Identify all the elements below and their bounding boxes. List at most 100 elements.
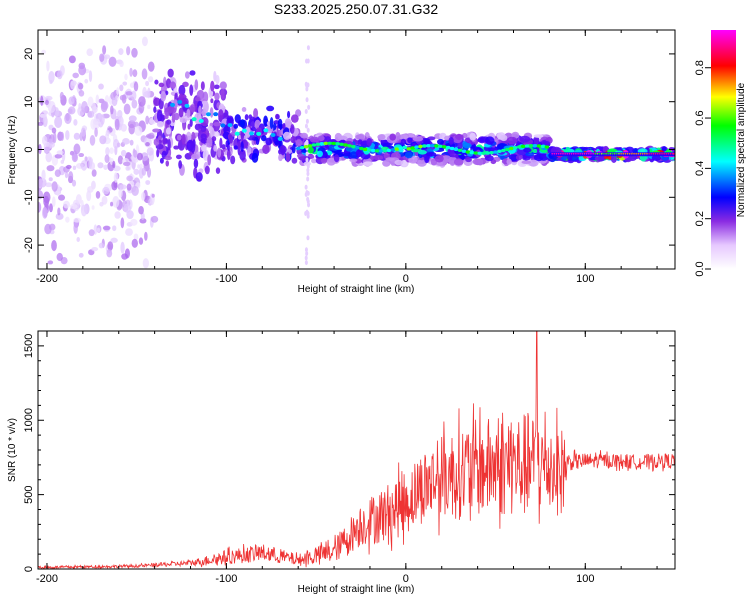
heatmap-cell <box>122 138 130 145</box>
heatmap-cell <box>65 216 70 223</box>
heatmap-cell <box>260 135 267 142</box>
heatmap-cell <box>331 141 337 146</box>
heatmap-cell <box>108 56 117 67</box>
heatmap-cell <box>412 136 424 142</box>
heatmap-cell <box>465 150 471 154</box>
heatmap-cell <box>220 89 225 100</box>
heatmap-cell <box>240 141 244 153</box>
heatmap-cell <box>100 114 105 126</box>
heatmap-cell <box>71 152 79 163</box>
heatmap-cell <box>119 84 124 92</box>
spectrogram-heatmap <box>38 36 675 269</box>
heatmap-cell <box>64 113 72 125</box>
heatmap-cell <box>337 135 348 140</box>
heatmap-cell <box>133 233 139 241</box>
y-tick-label: -10 <box>23 189 35 205</box>
heatmap-cell <box>306 190 310 196</box>
heatmap-cell <box>48 177 53 182</box>
heatmap-cell <box>304 255 308 261</box>
heatmap-cell <box>141 191 146 201</box>
heatmap-cell <box>309 136 320 143</box>
heatmap-cell <box>106 249 113 258</box>
heatmap-cell <box>205 112 211 117</box>
heatmap-cell <box>178 160 183 169</box>
heatmap-cell <box>88 229 95 237</box>
heatmap-cell <box>164 155 172 161</box>
heatmap-cell <box>184 71 190 79</box>
heatmap-cell <box>80 127 86 137</box>
heatmap-cell <box>382 142 390 148</box>
heatmap-cell <box>137 164 141 169</box>
heatmap-cell <box>209 107 214 118</box>
x-tick-label: -100 <box>215 573 237 585</box>
heatmap-cell <box>311 158 318 164</box>
heatmap-cell <box>283 131 291 140</box>
heatmap-cell <box>217 147 222 158</box>
heatmap-cell <box>509 146 514 151</box>
heatmap-cell <box>198 105 202 116</box>
heatmap-cell <box>497 149 502 153</box>
heatmap-cell <box>104 154 110 164</box>
heatmap-cell <box>366 148 372 152</box>
heatmap-cell <box>382 149 388 153</box>
heatmap-cell <box>138 205 144 215</box>
heatmap-cell <box>151 193 155 198</box>
heatmap-cell <box>126 175 133 182</box>
heatmap-cell <box>139 163 143 169</box>
heatmap-cell <box>39 177 47 188</box>
heatmap-cell <box>120 149 127 157</box>
heatmap-cell <box>58 194 66 201</box>
heatmap-cell <box>45 182 53 188</box>
heatmap-cell <box>484 155 494 162</box>
heatmap-cell <box>126 46 131 56</box>
heatmap-cell <box>528 159 539 167</box>
heatmap-cell <box>323 141 329 146</box>
heatmap-cell <box>207 125 213 132</box>
heatmap-cell <box>394 159 403 166</box>
heatmap-cell <box>56 150 64 155</box>
heatmap-cell <box>207 154 212 166</box>
heatmap-cell <box>156 109 163 122</box>
heatmap-cell <box>481 151 487 156</box>
heatmap-cell <box>88 157 92 170</box>
heatmap-cell <box>91 205 95 210</box>
y-tick-label: 10 <box>23 96 35 108</box>
heatmap-cell <box>57 207 61 216</box>
heatmap-cell <box>406 147 412 151</box>
heatmap-cell <box>278 153 283 162</box>
heatmap-cell <box>228 134 234 144</box>
heatmap-cell <box>133 81 139 92</box>
heatmap-cell <box>326 157 336 166</box>
heatmap-cell <box>523 147 532 153</box>
heatmap-cell <box>80 204 88 217</box>
heatmap-cell <box>241 128 247 133</box>
heatmap-cell <box>70 80 76 90</box>
heatmap-cell <box>91 246 99 252</box>
heatmap-cell <box>44 223 52 235</box>
colorbar-tick-label: 0.6 <box>694 110 706 125</box>
heatmap-cell <box>239 119 246 128</box>
heatmap-cell <box>305 141 309 147</box>
heatmap-cell <box>174 92 178 101</box>
heatmap-cell <box>457 148 463 153</box>
heatmap-cell <box>177 99 183 104</box>
heatmap-cell <box>99 53 105 63</box>
heatmap-cell <box>72 165 77 171</box>
heatmap-cell <box>378 149 384 153</box>
heatmap-cell <box>287 110 291 119</box>
heatmap-cell <box>109 147 114 154</box>
heatmap-cell <box>233 123 239 129</box>
heatmap-cell <box>128 115 137 122</box>
heatmap-cell <box>333 154 340 163</box>
heatmap-cell <box>335 142 340 146</box>
heatmap-cell <box>42 206 48 219</box>
heatmap-cell <box>355 145 360 150</box>
colorbar-label: Normalized spectral amplitude <box>736 82 747 217</box>
heatmap-cell <box>69 204 78 210</box>
heatmap-cell <box>111 97 118 107</box>
heatmap-cell <box>189 118 193 127</box>
heatmap-cell <box>610 154 617 163</box>
heatmap-cell <box>147 76 154 83</box>
heatmap-cell <box>178 84 186 96</box>
heatmap-cell <box>86 190 92 202</box>
